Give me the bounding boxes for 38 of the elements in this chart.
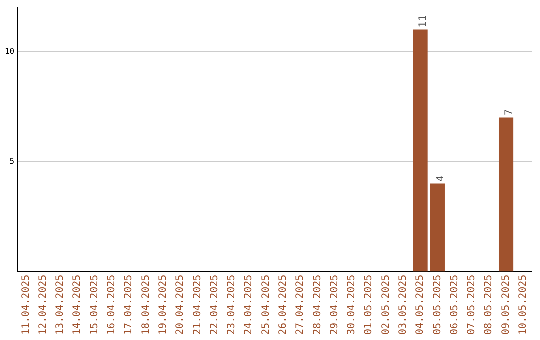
data-label: 11	[418, 15, 430, 28]
x-tick-label: 26.04.2025	[278, 274, 289, 336]
x-tick-label: 23.04.2025	[226, 274, 238, 336]
x-tick-label: 09.05.2025	[500, 274, 512, 336]
x-tick-label: 16.04.2025	[106, 274, 118, 336]
x-tick-label: 18.04.2025	[140, 274, 152, 336]
bar	[430, 184, 445, 272]
data-label: 7	[504, 109, 515, 116]
x-tick-label: 29.04.2025	[329, 274, 340, 336]
x-tick-label: 19.04.2025	[158, 274, 169, 336]
x-tick-label: 15.04.2025	[89, 274, 100, 336]
data-label: 4	[435, 175, 446, 182]
x-tick-label: 22.04.2025	[209, 274, 220, 336]
y-tick-label: 10	[4, 46, 15, 56]
x-tick-label: 04.05.2025	[415, 274, 426, 336]
y-tick-label: 5	[10, 156, 15, 166]
x-tick-label: 05.05.2025	[432, 274, 444, 336]
x-tick-label: 20.04.2025	[175, 274, 186, 336]
x-tick-label: 24.04.2025	[244, 274, 255, 336]
x-tick-label: 21.04.2025	[192, 274, 204, 336]
bar	[413, 30, 428, 272]
x-tick-label: 02.05.2025	[380, 274, 392, 336]
x-tick-label: 14.04.2025	[72, 274, 84, 336]
x-tick-label: 30.04.2025	[346, 274, 358, 336]
x-tick-label: 07.05.2025	[466, 274, 478, 336]
x-tick-label: 27.04.2025	[295, 274, 306, 336]
x-tick-label: 13.04.2025	[55, 274, 66, 336]
bar	[498, 118, 514, 272]
x-tick-label: 11.04.2025	[20, 274, 32, 336]
x-tick-label: 12.04.2025	[38, 274, 49, 336]
x-tick-label: 10.05.2025	[518, 274, 530, 336]
x-tick-label: 08.05.2025	[484, 274, 495, 336]
x-tick-label: 28.04.2025	[312, 274, 324, 336]
x-tick-label: 17.04.2025	[124, 274, 135, 336]
x-tick-label: 01.05.2025	[364, 274, 375, 336]
x-tick-label: 25.04.2025	[260, 274, 272, 336]
x-tick-label: 06.05.2025	[449, 274, 460, 336]
x-tick-label: 03.05.2025	[398, 274, 409, 336]
